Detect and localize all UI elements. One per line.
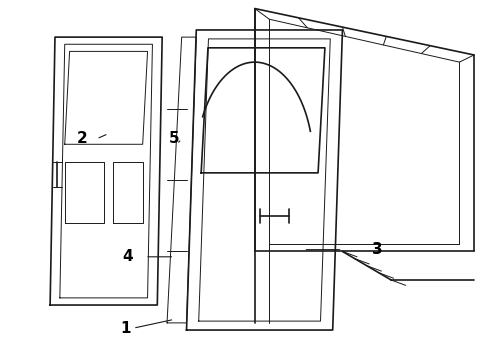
Text: 4: 4 bbox=[122, 249, 133, 264]
Text: 5: 5 bbox=[169, 131, 180, 147]
Text: 3: 3 bbox=[372, 242, 382, 257]
Text: 1: 1 bbox=[120, 321, 130, 336]
Text: 2: 2 bbox=[76, 131, 87, 147]
